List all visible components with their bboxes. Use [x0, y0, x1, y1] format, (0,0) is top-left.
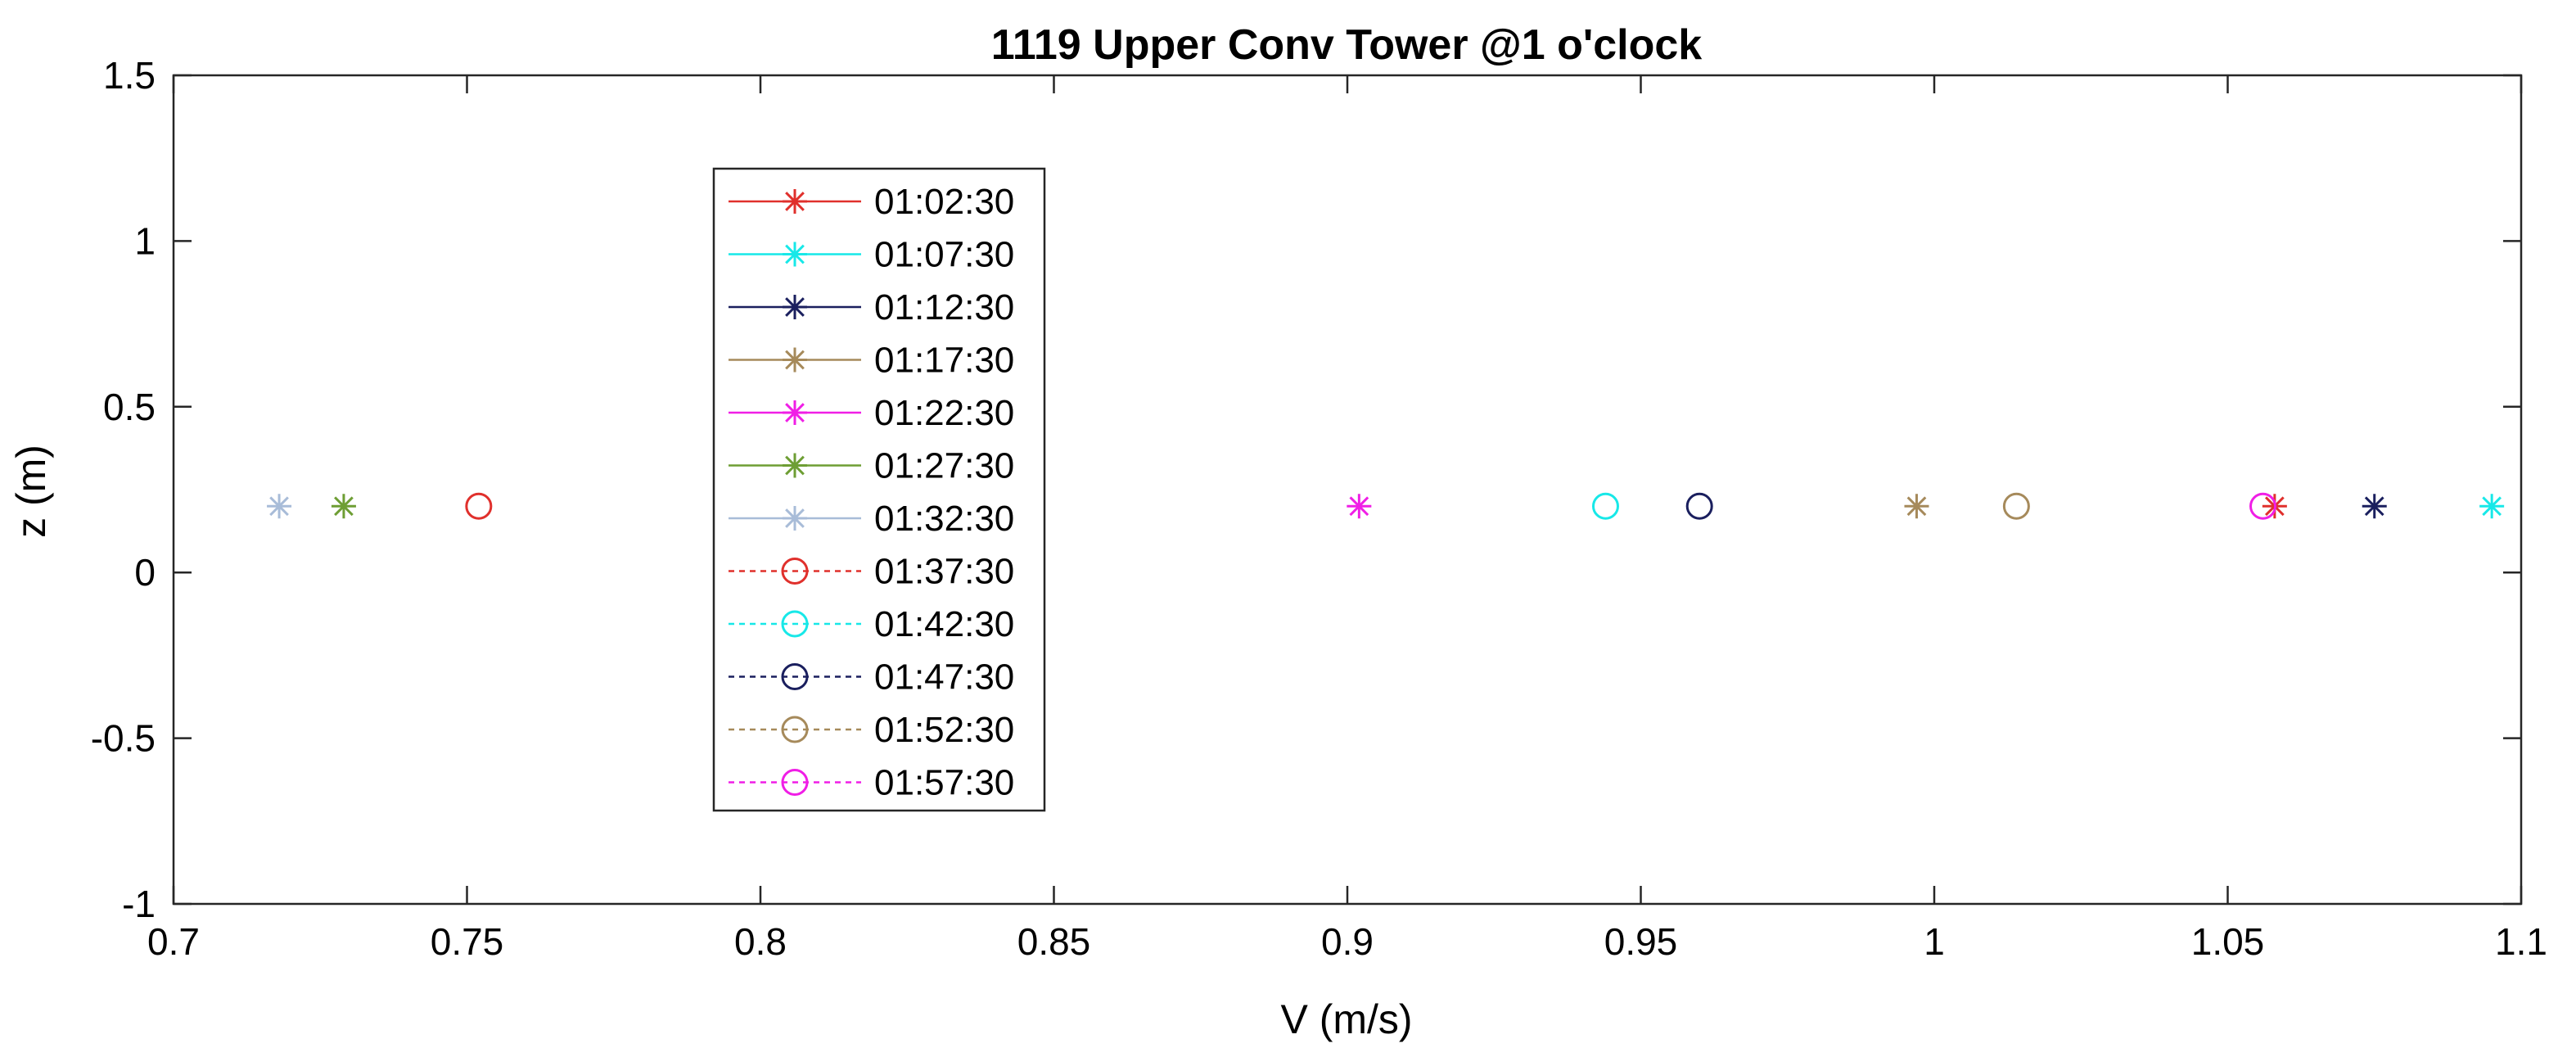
legend-marker: [781, 769, 809, 796]
x-tick-label: 0.9: [1321, 920, 1374, 963]
legend-label: 01:42:30: [874, 604, 1014, 644]
legend-marker: [781, 610, 809, 638]
asterisk-stroke: [785, 403, 805, 422]
legend-label: 01:52:30: [874, 710, 1014, 750]
asterisk-stroke: [1906, 496, 1927, 517]
legend-label: 01:02:30: [874, 182, 1014, 222]
circle-marker-shape: [781, 558, 809, 585]
y-tick-label: 1: [134, 219, 156, 262]
asterisk-stroke: [269, 496, 289, 517]
legend-marker: [783, 400, 807, 425]
asterisk-stroke: [785, 244, 805, 264]
x-tick-label: 0.85: [1017, 920, 1091, 963]
legend-item: 01:22:30: [729, 393, 1014, 433]
x-tick-label: 0.7: [147, 920, 200, 963]
data-point-01-42-30: [1591, 492, 1619, 520]
data-point-01-22-30: [1347, 494, 1372, 519]
data-point-01-52-30: [2002, 492, 2030, 520]
y-axis-label: z (m): [8, 445, 54, 538]
data-point-01-27-30: [331, 494, 356, 519]
y-axis: 1.5 1 0.5 0 -0.5 -1: [91, 54, 2521, 925]
circle-marker-shape: [465, 492, 493, 520]
circle-marker-shape: [2249, 492, 2277, 520]
asterisk-stroke: [2364, 496, 2384, 517]
legend-label: 01:32:30: [874, 499, 1014, 539]
y-tick-label: 0.5: [103, 386, 156, 428]
circle-marker-shape: [1685, 492, 1713, 520]
asterisk-stroke: [785, 455, 805, 476]
legend-item: 01:52:30: [729, 710, 1014, 750]
y-tick-label: -0.5: [91, 717, 156, 760]
legend-marker: [783, 453, 807, 478]
legend-label: 01:22:30: [874, 393, 1014, 433]
legend-label: 01:07:30: [874, 235, 1014, 275]
x-tick-label: 0.95: [1604, 920, 1678, 963]
legend-item: 01:02:30: [729, 182, 1014, 222]
circle-marker-shape: [781, 663, 809, 690]
legend-item: 01:42:30: [729, 604, 1014, 644]
data-point-01-12-30: [2362, 494, 2387, 519]
asterisk-stroke: [785, 192, 805, 211]
legend-marker: [783, 295, 807, 319]
data-point-01-37-30: [465, 492, 493, 520]
y-tick-label: -1: [122, 883, 156, 925]
x-tick-label: 1.05: [2191, 920, 2265, 963]
y-tick-label: 1.5: [103, 54, 156, 97]
legend-item: 01:47:30: [729, 657, 1014, 698]
legend: 01:02:30 01:07:30 01:12:30 01:17:30 01:22:30…: [712, 167, 1046, 812]
legend-label: 01:17:30: [874, 341, 1014, 381]
x-tick-label: 0.75: [431, 920, 504, 963]
circle-marker-shape: [1591, 492, 1619, 520]
x-tick-label: 0.8: [734, 920, 787, 963]
legend-item: 01:37:30: [729, 552, 1014, 592]
legend-item: 01:07:30: [729, 235, 1014, 275]
legend-marker: [781, 663, 809, 690]
y-tick-label: 0: [134, 551, 156, 594]
legend-item: 01:12:30: [729, 287, 1014, 328]
asterisk-stroke: [334, 496, 354, 517]
legend-marker: [783, 189, 807, 214]
legend-marker: [781, 558, 809, 585]
asterisk-stroke: [785, 508, 805, 528]
legend-label: 01:47:30: [874, 657, 1014, 698]
chart-title: 1119 Upper Conv Tower @1 o'clock: [991, 21, 1702, 69]
legend-item: 01:17:30: [729, 341, 1014, 381]
legend-label: 01:37:30: [874, 552, 1014, 592]
circle-marker-shape: [781, 610, 809, 638]
x-tick-label: 1.1: [2495, 920, 2547, 963]
legend-marker: [781, 716, 809, 743]
legend-item: 01:27:30: [729, 446, 1014, 486]
legend-marker: [783, 242, 807, 267]
data-point-01-32-30: [267, 494, 292, 519]
data-points: [267, 492, 2505, 520]
circle-marker-shape: [781, 716, 809, 743]
asterisk-stroke: [2482, 496, 2502, 517]
legend-marker: [783, 506, 807, 531]
x-axis: 0.7 0.75 0.8 0.85 0.9 0.95 1 1.05 1.1: [147, 75, 2547, 963]
legend-label: 01:57:30: [874, 763, 1014, 803]
legend-label: 01:27:30: [874, 446, 1014, 486]
legend-label: 01:12:30: [874, 287, 1014, 328]
legend-marker: [783, 347, 807, 373]
asterisk-stroke: [785, 297, 805, 317]
legend-item: 01:57:30: [729, 763, 1014, 803]
x-tick-label: 1: [1924, 920, 1945, 963]
x-axis-label: V (m/s): [1280, 996, 1412, 1042]
asterisk-stroke: [1349, 496, 1369, 517]
data-point-01-17-30: [1904, 494, 1929, 519]
legend-box: [712, 167, 1046, 812]
data-point-01-57-30: [2249, 492, 2277, 520]
asterisk-stroke: [785, 350, 805, 370]
data-point-01-07-30: [2479, 494, 2505, 519]
circle-marker-shape: [781, 769, 809, 796]
legend-item: 01:32:30: [729, 499, 1014, 539]
circle-marker-shape: [2002, 492, 2030, 520]
data-point-01-47-30: [1685, 492, 1713, 520]
